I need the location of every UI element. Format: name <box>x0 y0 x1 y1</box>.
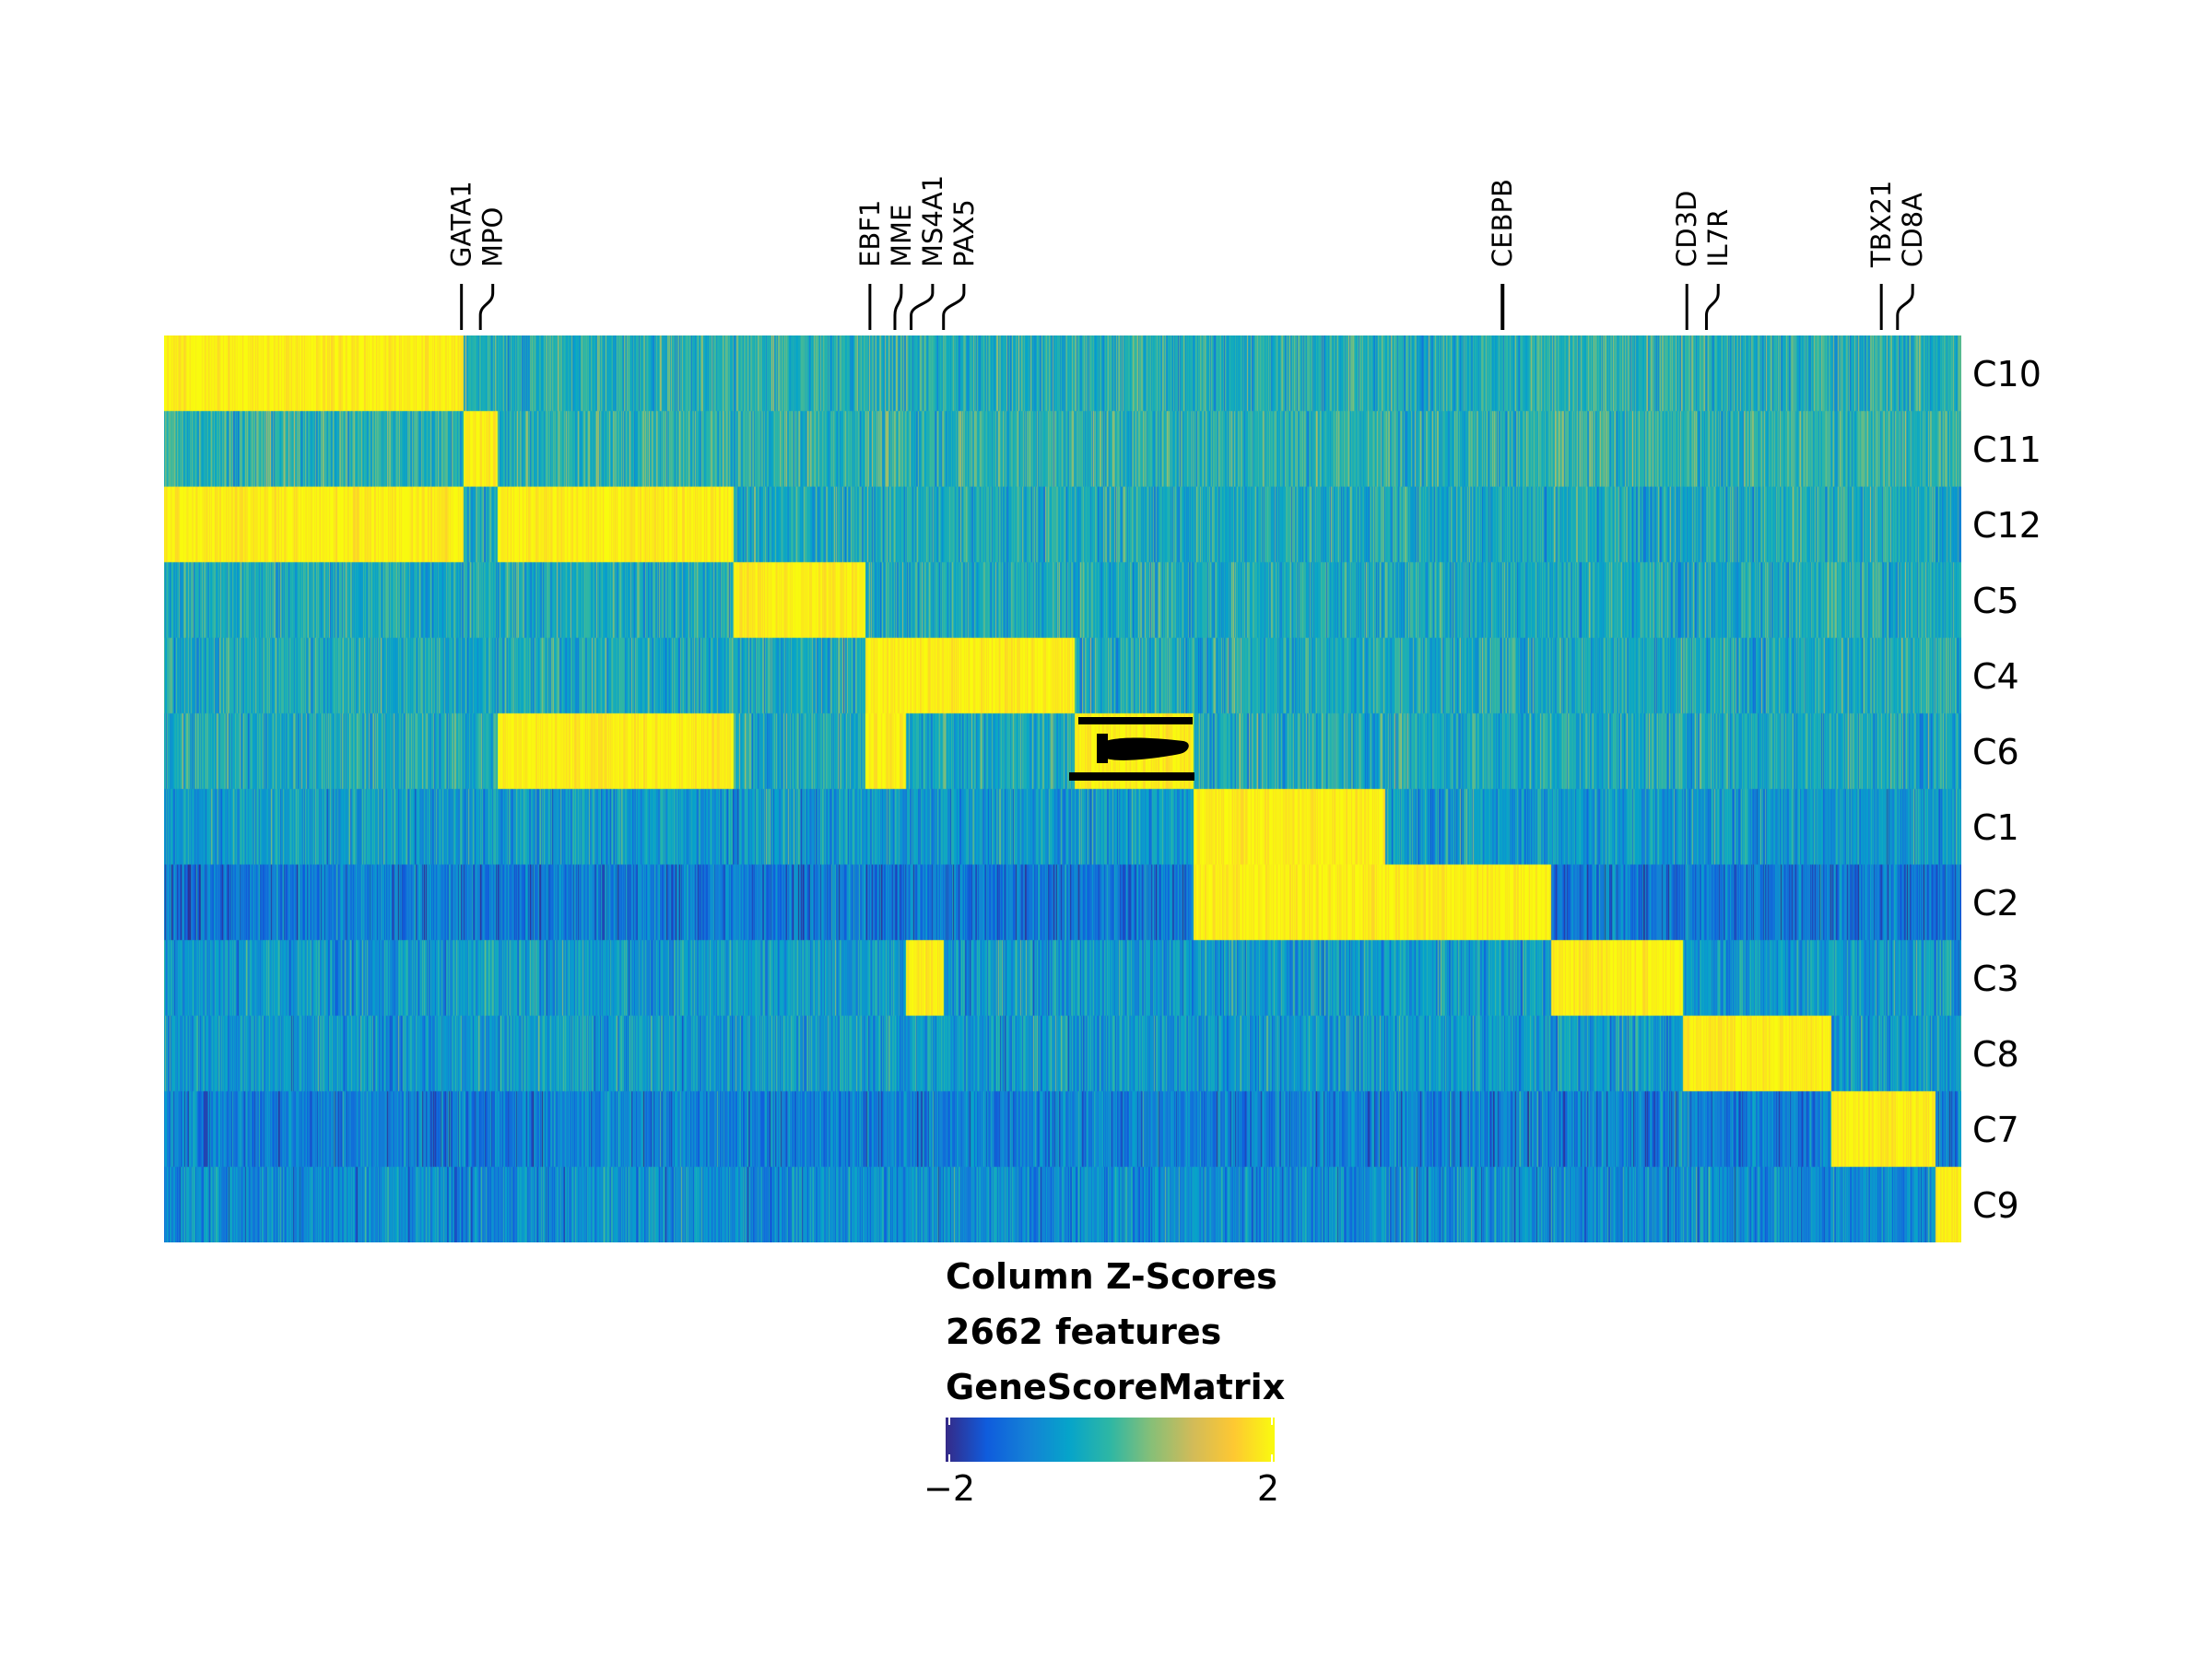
gene-connector-mpo <box>478 284 495 330</box>
gene-connector-cd8a <box>1896 284 1914 330</box>
gene-label-il7r: IL7R <box>1702 209 1734 267</box>
gene-label-cd3d: CD3D <box>1671 191 1702 267</box>
gene-label-tbx21: TBX21 <box>1865 181 1897 268</box>
legend-title-line-2: 2662 features <box>946 1312 1221 1352</box>
legend-tick-max: 2 <box>1257 1468 1279 1509</box>
row-label-c1: C1 <box>1972 807 2019 848</box>
legend-color-bar <box>946 1418 1275 1462</box>
row-label-c10: C10 <box>1972 354 2041 394</box>
scribble-stroke <box>1097 734 1108 763</box>
heatmap-matrix <box>164 335 1961 1242</box>
scribble-line-top <box>1078 717 1193 724</box>
row-label-c6: C6 <box>1972 732 2019 772</box>
gene-label-group: GATA1 MPO EBF1 MME MS4A1 PAX5 CEBPB CD3D IL7R TBX… <box>446 175 1928 330</box>
color-legend: Column Z-Scores 2662 features GeneScoreM… <box>924 1256 1285 1509</box>
row-label-c8: C8 <box>1972 1034 2019 1075</box>
legend-title-line-1: Column Z-Scores <box>946 1256 1277 1297</box>
row-label-c3: C3 <box>1972 959 2019 999</box>
legend-title-line-3: GeneScoreMatrix <box>946 1367 1285 1407</box>
gene-label-pax5: PAX5 <box>948 199 980 267</box>
gene-label-ms4a1: MS4A1 <box>917 175 948 267</box>
gene-connector-pax5 <box>942 284 966 330</box>
gene-label-gata1: GATA1 <box>446 181 477 267</box>
row-label-c12: C12 <box>1972 505 2041 546</box>
row-label-c7: C7 <box>1972 1110 2019 1150</box>
legend-tick-min: −2 <box>924 1468 975 1509</box>
gene-label-cd8a: CD8A <box>1897 193 1928 267</box>
row-label-c9: C9 <box>1972 1185 2019 1226</box>
gene-label-mme: MME <box>886 205 917 267</box>
row-label-group: C10 C11 C12 C5 C4 C6 C1 C2 C3 C8 C7 C9 <box>1972 354 2041 1226</box>
gene-connector-ms4a1 <box>910 284 935 330</box>
row-label-c5: C5 <box>1972 581 2019 621</box>
gene-label-mpo: MPO <box>477 207 509 267</box>
handwritten-mark <box>1069 717 1194 781</box>
row-label-c11: C11 <box>1972 429 2041 470</box>
scribble-line-bottom <box>1069 772 1194 781</box>
scribble-blob <box>1098 737 1189 760</box>
row-label-c4: C4 <box>1972 656 2019 697</box>
gene-label-cebpb: CEBPB <box>1487 179 1518 267</box>
gene-connector-mme <box>893 284 903 330</box>
gene-connector-il7r <box>1704 284 1720 330</box>
gene-label-ebf1: EBF1 <box>854 200 886 267</box>
row-label-c2: C2 <box>1972 883 2019 924</box>
